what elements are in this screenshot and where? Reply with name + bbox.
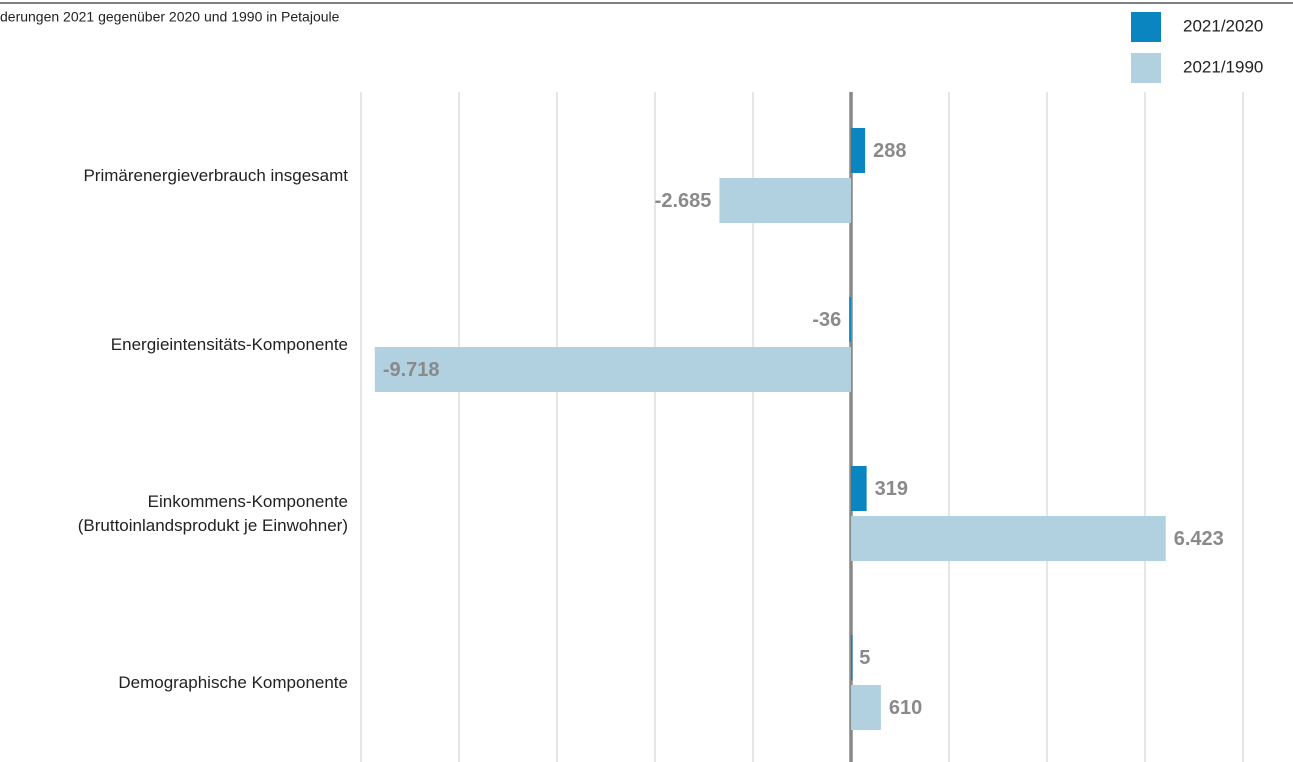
- legend-swatch: [1131, 12, 1161, 42]
- y-tick-label: Primärenergieverbrauch insgesamt: [83, 165, 348, 185]
- bar: [851, 516, 1166, 561]
- value-label: 319: [875, 478, 908, 500]
- value-label: -2.685: [655, 190, 712, 212]
- legend-label: 2021/1990: [1183, 57, 1263, 76]
- y-tick-label: Einkommens-Komponente (Bruttoinlandsprod…: [77, 491, 348, 535]
- legend-label: 2021/2020: [1183, 16, 1263, 35]
- bar: [851, 466, 867, 511]
- bar: [719, 178, 851, 223]
- value-label: 610: [889, 697, 922, 719]
- value-label: -9.718: [383, 359, 440, 381]
- bar: [849, 297, 851, 342]
- bar: [851, 635, 853, 680]
- y-tick-label: Energieintensitäts-Komponente: [110, 334, 348, 354]
- value-label: -36: [812, 309, 841, 331]
- bar: [851, 685, 881, 730]
- legend-swatch: [1131, 53, 1161, 83]
- value-label: 5: [859, 647, 870, 669]
- value-label: 6.423: [1174, 528, 1224, 550]
- value-label: 288: [873, 140, 906, 162]
- bar: [374, 347, 851, 392]
- bar: [851, 128, 866, 173]
- y-tick-label: Demographische Komponente: [118, 672, 348, 692]
- chart-title: derungen 2021 gegenüber 2020 und 1990 in…: [0, 9, 340, 25]
